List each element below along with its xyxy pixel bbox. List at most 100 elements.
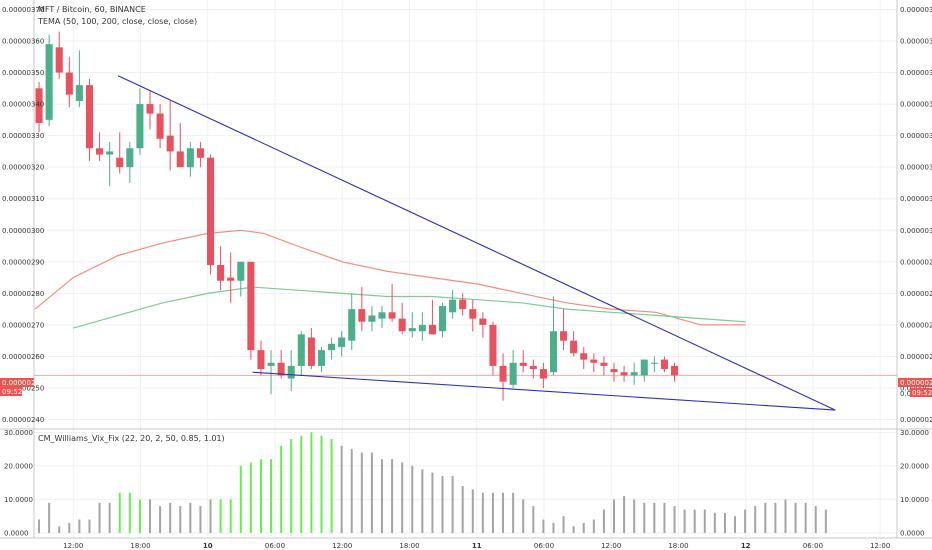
candle-body — [499, 365, 507, 382]
vix-bar — [280, 445, 283, 533]
last-price-badge-right — [898, 378, 932, 387]
vix-bar — [592, 519, 595, 533]
vix-bar — [128, 492, 131, 533]
vix-bar — [713, 512, 716, 533]
vix-bar — [653, 502, 656, 533]
candle-body — [610, 369, 618, 373]
vix-bar — [290, 439, 293, 533]
price-tick-label-left: 0.00000300 — [2, 227, 44, 235]
vix-bar — [582, 522, 585, 533]
vix-bar — [804, 502, 807, 533]
vix-bar — [381, 459, 384, 533]
candle-body — [580, 353, 588, 360]
candle-body — [600, 362, 608, 366]
candle-body — [186, 148, 194, 168]
vix-bar — [643, 502, 646, 533]
price-tick-label-right: 0.00000350 — [900, 69, 932, 77]
candle-body — [408, 328, 416, 332]
candle-body — [620, 372, 628, 376]
vix-bar — [108, 502, 111, 533]
candle-body — [358, 309, 366, 322]
candle-body — [388, 312, 396, 319]
candle-body — [166, 135, 174, 152]
vix-bar — [411, 465, 414, 533]
price-tick-label-left: 0.00000270 — [2, 321, 44, 329]
candle-body — [509, 362, 517, 385]
vix-bar — [370, 452, 373, 533]
time-tick-label: 12:00 — [63, 542, 83, 550]
vix-bar — [794, 502, 797, 533]
vix-bar — [431, 472, 434, 533]
vix-bar — [502, 492, 505, 533]
vix-bar — [360, 452, 363, 533]
candle-body — [257, 350, 265, 370]
chart-title: MFT / Bitcoin, 60, BINANCE — [38, 5, 146, 14]
candle-body — [307, 337, 315, 366]
vix-bar — [189, 502, 192, 533]
vix-bar — [532, 506, 535, 533]
time-tick-label: 12:00 — [870, 542, 890, 550]
time-tick-label: 06:00 — [803, 542, 823, 550]
time-tick-label: 12 — [741, 542, 751, 550]
candle-body — [338, 337, 346, 347]
vix-tick-label-left: 30.0000 — [4, 429, 33, 437]
vix-bar — [229, 499, 232, 533]
vix-tick-label-right: 20.0000 — [900, 462, 929, 470]
candle-body — [539, 369, 547, 379]
vix-tick-label-left: 10.0000 — [4, 496, 33, 504]
candle-body — [227, 277, 235, 281]
vix-bar — [310, 432, 313, 533]
time-tick-label: 10 — [203, 542, 213, 550]
time-tick-label: 06:00 — [534, 542, 554, 550]
vix-bar — [663, 502, 666, 533]
price-tick-label-left: 0.00000330 — [2, 132, 44, 140]
vix-bar — [239, 465, 242, 533]
vix-bar — [512, 492, 515, 533]
price-tick-label-left: 0.00000340 — [2, 101, 44, 109]
price-tick-label-right: 0.00000280 — [900, 290, 932, 298]
vix-tick-label-left: 0.0000 — [4, 529, 29, 537]
vix-bar — [38, 519, 41, 533]
vix-bar — [572, 526, 575, 533]
axes: 0.00000370 0.00000370 0.00000360 0.00000360… — [2, 6, 932, 550]
vix-bar — [350, 449, 353, 533]
vix-bar — [613, 499, 616, 533]
vix-bar — [118, 492, 121, 533]
candle-body — [570, 340, 578, 354]
vix-bar — [300, 435, 303, 533]
candle-body — [206, 157, 215, 265]
tema-line-2 — [73, 286, 746, 329]
vix-bar — [824, 509, 827, 533]
candle-body — [237, 261, 245, 281]
price-pane[interactable] — [34, 31, 897, 411]
vix-bar — [481, 492, 484, 533]
candle-body — [146, 104, 154, 114]
vix-bar — [58, 526, 61, 533]
vix-bar — [270, 459, 273, 533]
vix-bar — [149, 499, 152, 533]
countdown-label-left: 09:52 — [2, 388, 22, 396]
vix-bar — [88, 519, 91, 533]
vix-bar — [330, 439, 333, 533]
candle-body — [96, 148, 104, 155]
time-tick-label: 11 — [472, 542, 482, 550]
candle-body — [85, 85, 94, 149]
vix-bar — [199, 506, 202, 533]
vix-bar — [814, 506, 817, 533]
vix-bar — [441, 475, 444, 533]
last-price-label-right: 0.00000254 — [900, 379, 932, 387]
vix-bar — [461, 486, 464, 533]
time-tick-label: 18:00 — [130, 542, 150, 550]
candle-body — [317, 350, 326, 366]
vix-bar — [562, 516, 565, 533]
vix-pane[interactable] — [38, 432, 827, 533]
vix-bar — [491, 492, 494, 533]
candle-body — [45, 44, 53, 120]
candle-body — [630, 372, 638, 376]
vix-bar — [784, 499, 787, 533]
candle-body — [479, 318, 487, 325]
vix-tick-label-right: 10.0000 — [900, 496, 929, 504]
last-price-label-left: 0.00000254 — [2, 379, 45, 387]
vix-bar — [633, 499, 636, 533]
